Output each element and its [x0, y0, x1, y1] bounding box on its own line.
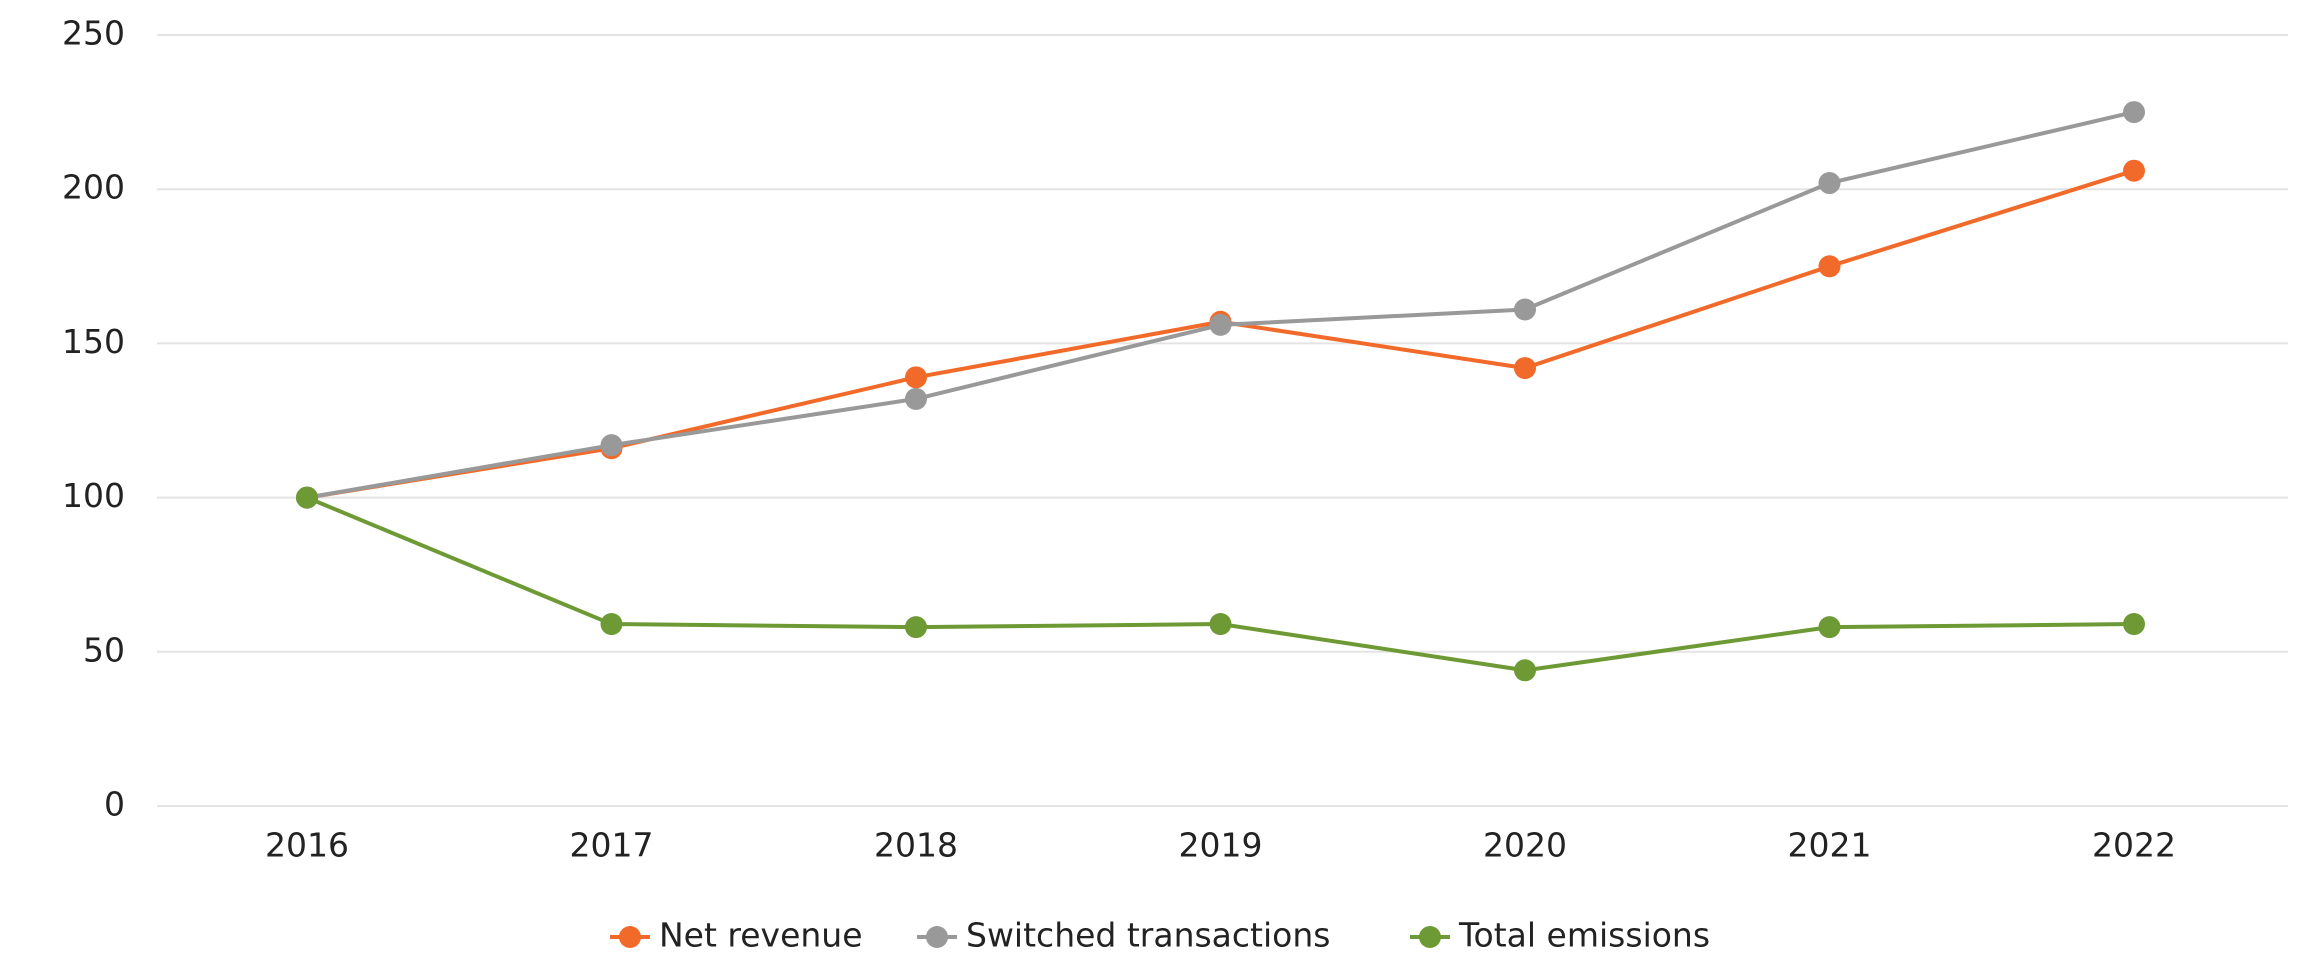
y-tick-label: 100	[62, 476, 125, 515]
legend-marker	[926, 926, 948, 948]
data-point	[1818, 255, 1841, 278]
data-point	[905, 616, 927, 639]
x-tick-label: 2019	[1179, 826, 1263, 865]
data-point	[2123, 613, 2145, 636]
y-tick-label: 0	[104, 785, 125, 824]
x-tick-label: 2017	[570, 826, 654, 865]
data-point	[1209, 313, 1232, 336]
data-point	[1514, 659, 1536, 682]
legend-marker	[1419, 926, 1441, 948]
data-point	[2123, 159, 2145, 182]
x-tick-label: 2021	[1788, 826, 1872, 865]
series-line	[306, 495, 2135, 673]
y-tick-label: 250	[62, 14, 125, 53]
legend-label: Net revenue	[659, 916, 863, 954]
data-point	[296, 486, 318, 509]
x-tick-label: 2022	[2092, 826, 2176, 865]
data-point	[1818, 172, 1841, 195]
data-point	[600, 434, 623, 457]
data-point	[1818, 616, 1841, 639]
data-point	[1514, 298, 1536, 321]
legend-marker	[619, 926, 641, 948]
y-tick-label: 150	[62, 322, 125, 361]
y-tick-label: 200	[62, 168, 125, 207]
x-tick-label: 2020	[1483, 826, 1567, 865]
legend-label: Switched transactions	[966, 916, 1330, 954]
data-point	[905, 387, 927, 410]
data-point	[1514, 357, 1536, 380]
data-point	[905, 366, 927, 389]
x-tick-label: 2016	[265, 826, 349, 865]
data-point	[2123, 101, 2145, 124]
x-tick-label: 2018	[874, 826, 958, 865]
data-point	[1209, 613, 1232, 636]
series-line	[306, 110, 2135, 500]
legend-label: Total emissions	[1458, 916, 1710, 954]
data-point	[600, 613, 623, 636]
y-tick-label: 50	[83, 630, 125, 669]
